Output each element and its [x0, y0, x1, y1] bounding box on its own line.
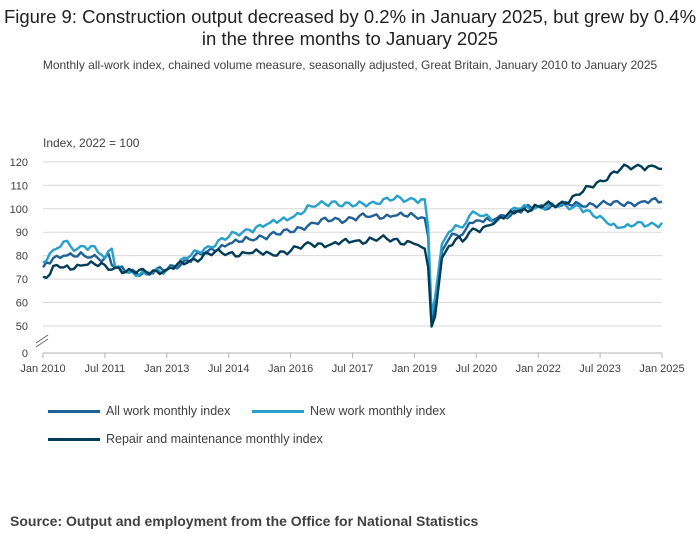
x-tick-label: Jan 2010 — [20, 363, 65, 375]
x-tick-label: Jul 2023 — [579, 363, 621, 375]
legend-swatch-new-work — [252, 409, 304, 413]
x-tick-label: Jan 2016 — [268, 363, 313, 375]
series-line-new-work — [42, 194, 663, 316]
y-tick-label: 80 — [16, 251, 28, 263]
x-tick-label: Jul 2020 — [456, 363, 498, 375]
x-tick-label: Jan 2013 — [144, 363, 189, 375]
legend-item-all-work[interactable]: All work monthly index — [48, 404, 230, 418]
y-tick-label: 50 — [16, 321, 28, 333]
source-note: Source: Output and employment from the O… — [10, 513, 479, 529]
y-tick-label: 120 — [10, 157, 28, 169]
y-tick-label: 0 — [22, 348, 28, 360]
y-axis-label: Index, 2022 = 100 — [43, 136, 140, 150]
x-tick-label: Jul 2017 — [332, 363, 374, 375]
x-tick-label: Jan 2022 — [516, 363, 561, 375]
legend-label-repair: Repair and maintenance monthly index — [106, 432, 323, 446]
x-tick-label: Jul 2011 — [85, 363, 126, 375]
x-tick-label: Jul 2014 — [208, 363, 250, 375]
y-tick-label: 70 — [16, 274, 28, 286]
x-tick-label: Jan 2019 — [392, 363, 437, 375]
axis-break-mark — [35, 334, 49, 344]
legend-label-new-work: New work monthly index — [310, 404, 446, 418]
y-tick-label: 110 — [10, 180, 28, 192]
legend-swatch-repair — [48, 437, 100, 441]
legend-item-repair[interactable]: Repair and maintenance monthly index — [48, 432, 323, 446]
axis-break-mark — [35, 338, 49, 348]
series-line-repair — [42, 163, 663, 328]
y-tick-label: 60 — [16, 298, 28, 310]
chart-title: Figure 9: Construction output decreased … — [3, 6, 697, 49]
legend-item-new-work[interactable]: New work monthly index — [252, 404, 445, 418]
y-tick-label: 100 — [10, 204, 28, 216]
legend-label-all-work: All work monthly index — [106, 404, 231, 418]
chart-subtitle: Monthly all-work index, chained volume m… — [42, 58, 658, 72]
x-tick-label: Jan 2025 — [639, 363, 684, 375]
legend-swatch-all-work — [48, 409, 100, 413]
y-tick-label: 90 — [16, 227, 28, 239]
